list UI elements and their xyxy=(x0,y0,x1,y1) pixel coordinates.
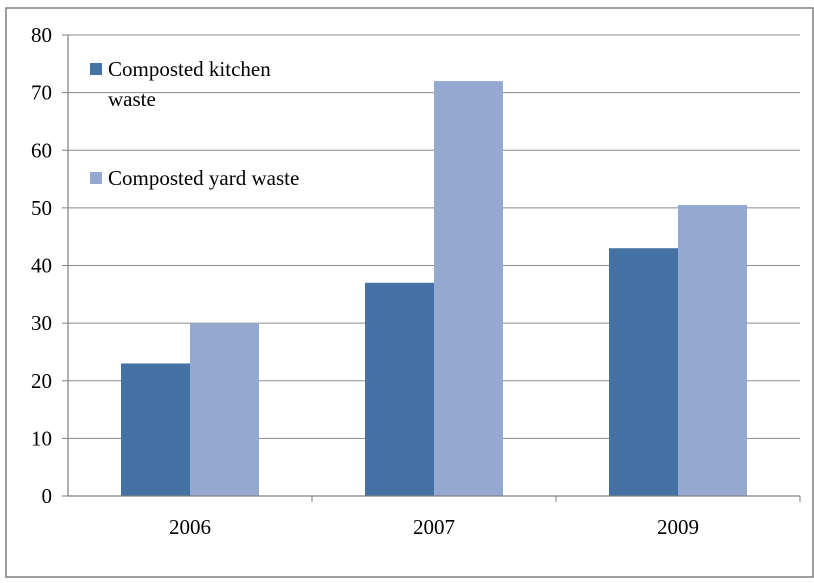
x-tick-label: 2006 xyxy=(169,515,211,539)
y-tick-label: 20 xyxy=(31,369,52,393)
bar xyxy=(434,81,503,496)
bars xyxy=(121,81,747,496)
x-tick-labels: 2006 2007 2009 xyxy=(169,515,699,539)
y-tick-label: 10 xyxy=(31,426,52,450)
legend-swatch xyxy=(90,172,102,184)
legend-label: waste xyxy=(108,87,156,111)
bar xyxy=(678,204,747,496)
y-tick-label: 30 xyxy=(31,311,52,335)
y-tick-label: 0 xyxy=(42,484,53,508)
legend-swatch xyxy=(90,63,102,75)
legend: Composted kitchen waste Composted yard was… xyxy=(90,57,299,190)
y-tick-labels: 0 10 20 30 40 50 60 70 80 xyxy=(31,23,52,508)
legend-label: Composted yard waste xyxy=(108,166,299,190)
y-tick-label: 50 xyxy=(31,196,52,220)
legend-label: Composted kitchen xyxy=(108,57,271,81)
x-tick-label: 2009 xyxy=(657,515,699,539)
y-tick-label: 80 xyxy=(31,23,52,47)
cropped-heading xyxy=(120,0,680,14)
axes xyxy=(62,34,801,502)
x-tick-label: 2007 xyxy=(413,515,455,539)
bar xyxy=(190,323,259,496)
y-tick-label: 70 xyxy=(31,81,52,105)
y-tick-label: 60 xyxy=(31,138,52,162)
bar xyxy=(609,248,678,496)
bar xyxy=(121,363,190,496)
bar xyxy=(365,282,434,496)
y-tick-label: 40 xyxy=(31,254,52,278)
